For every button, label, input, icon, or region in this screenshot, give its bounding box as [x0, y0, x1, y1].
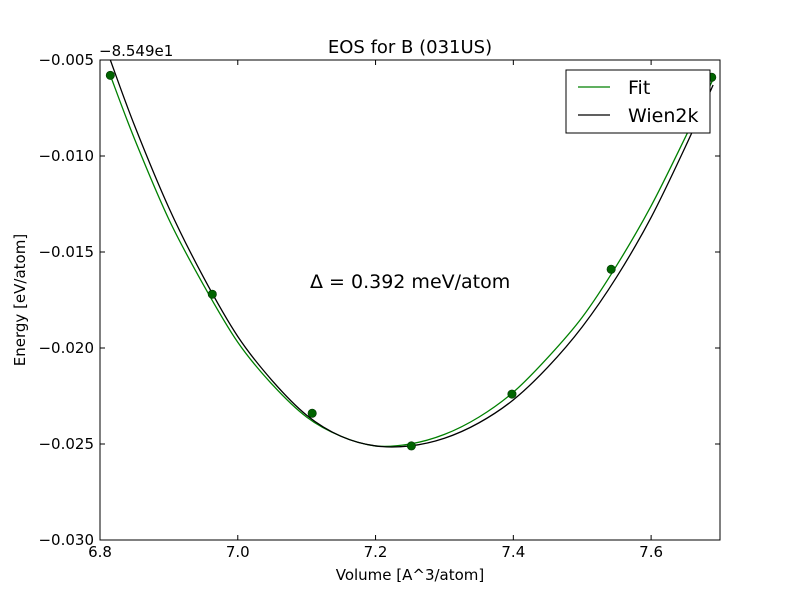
x-tick-label: 7.2 — [364, 543, 388, 561]
x-tick-label: 7.0 — [226, 543, 250, 561]
chart-title: EOS for B (031US) — [328, 37, 492, 58]
y-tick-label: −0.020 — [38, 339, 94, 357]
x-tick-label: 6.8 — [88, 543, 112, 561]
x-tick-label: 7.6 — [639, 543, 663, 561]
x-tick-label: 7.4 — [501, 543, 525, 561]
data-point — [207, 289, 217, 299]
y-tick-label: −0.025 — [38, 435, 94, 453]
y-offset-text: −8.549e1 — [99, 42, 173, 60]
data-point — [507, 389, 517, 399]
y-tick-label: −0.015 — [38, 243, 94, 261]
data-point — [307, 408, 317, 418]
x-axis-label: Volume [A^3/atom] — [336, 566, 485, 584]
data-point — [406, 441, 416, 451]
data-point — [606, 264, 616, 274]
y-tick-label: −0.005 — [38, 51, 94, 69]
x-axis: 6.8 7.0 7.2 7.4 7.6 — [88, 60, 663, 561]
y-tick-label: −0.010 — [38, 147, 94, 165]
y-tick-label: −0.030 — [38, 531, 94, 549]
y-axis-label: Energy [eV/atom] — [11, 234, 29, 366]
plot-frame — [99, 59, 721, 541]
legend: Fit Wien2k — [565, 69, 711, 134]
legend-label: Fit — [628, 77, 650, 99]
legend-box — [565, 69, 711, 134]
legend-label: Wien2k — [628, 105, 698, 127]
y-axis: −0.005 −0.010 −0.015 −0.020 −0.025 −0.030 — [38, 51, 720, 549]
data-points-layer — [105, 70, 717, 451]
data-point — [105, 70, 115, 80]
delta-annotation: Δ = 0.392 meV/atom — [310, 271, 510, 293]
